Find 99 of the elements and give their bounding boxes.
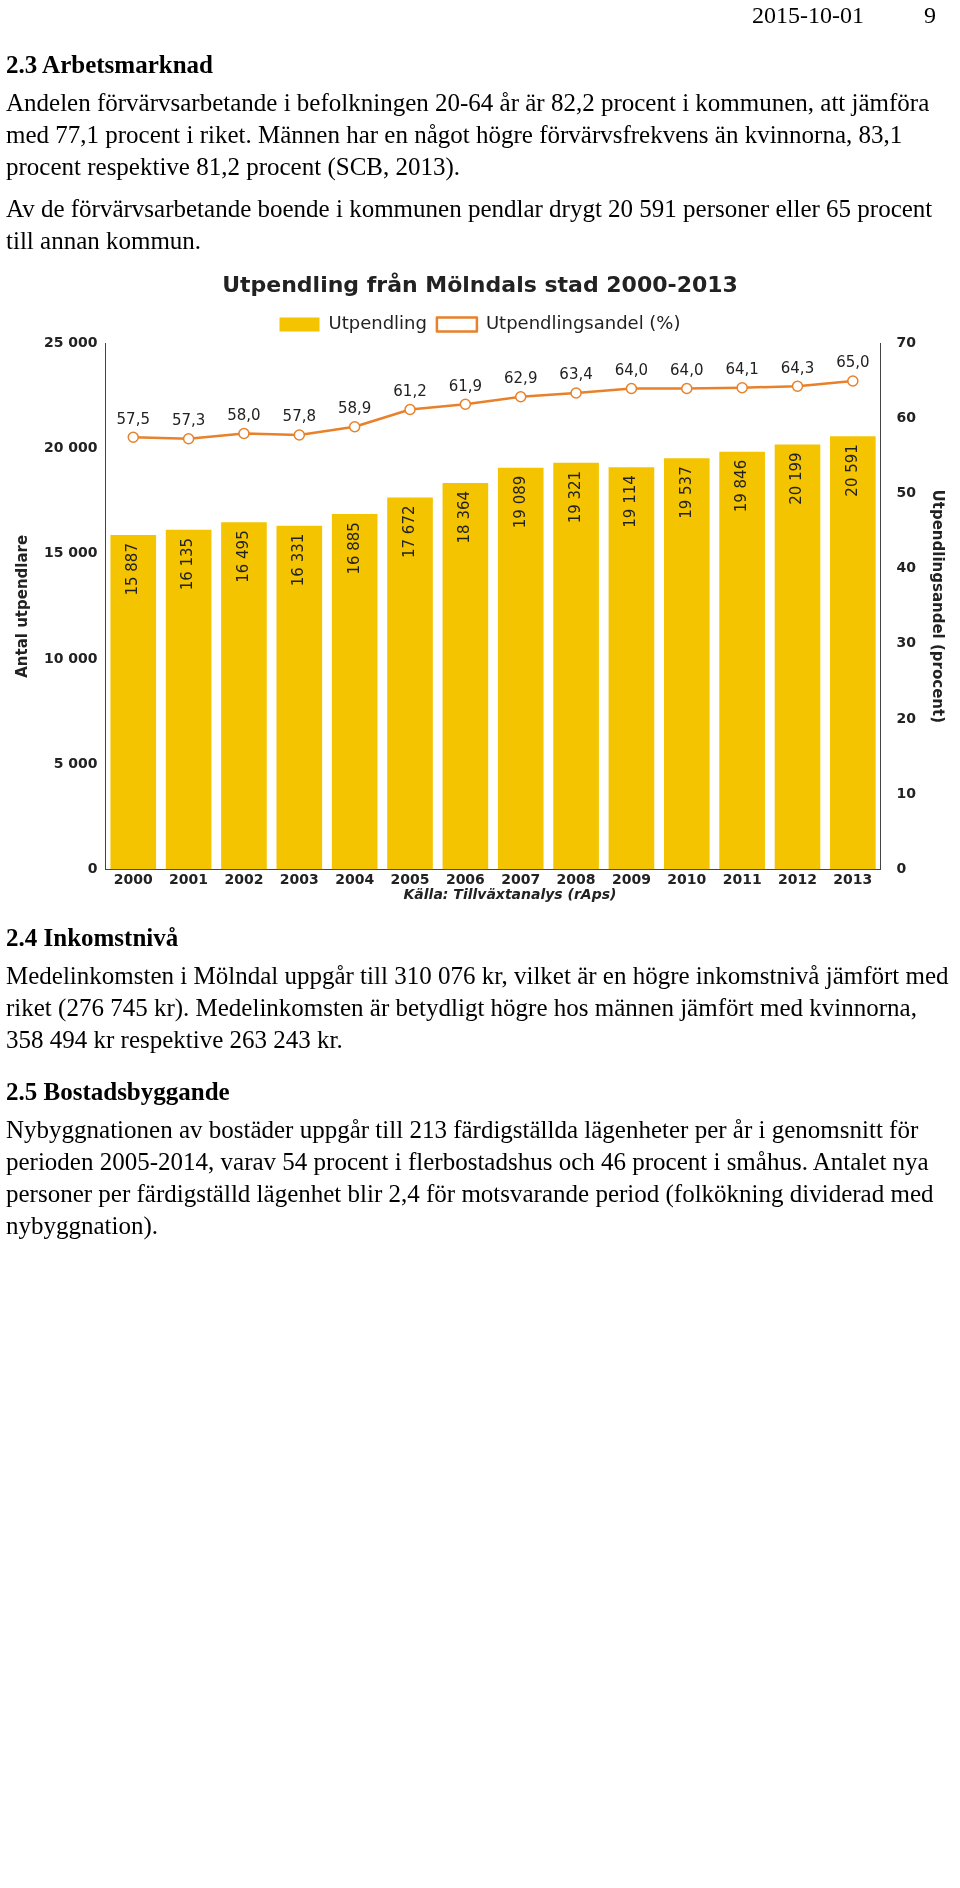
x-tick-label: 2000 [113,871,153,888]
text: 2015-10-01 [752,2,864,29]
point [127,431,140,444]
x-tick-label: 2002 [224,871,264,888]
text: Nybyggnationen av bostäder uppgår till 213 färdigställda lägenheter per år i genomsnitt för perioden 2005-2014, varav 54 procent i flerbostadshus och 46 procent i småhus. Antalet nya personer per färdigställd lägenhet blir 2,4 för motsvarande period (folkökning dividerad med nybyggnation). [6,1115,935,1242]
text: 2.3 Arbetsmarknad [6,51,214,79]
data-label: 16 495 [233,530,252,583]
data-label: 20 199 [787,452,806,505]
data-label: 57,8 [282,407,317,426]
y2-tick-label: 50 [896,484,917,501]
data-label: 19 089 [510,475,529,529]
text: Medelinkomsten i Mölndal uppgår till 310 076 kr, vilket är en högre inkomstnivå jämfört med riket (276 745 kr). Medelinkomsten är betydligt högre hos männen jämfört med kvinnorna, 358 494 kr respektive 263 243 kr. [6,961,950,1055]
bar [165,529,212,870]
text: Källa: Tillväxtanalys (rAps) [402,886,618,902]
y-tick-label: 20 000 [43,439,98,456]
point [459,398,472,410]
point [847,375,859,387]
y-tick-label: 15 000 [43,544,98,561]
y-tick-label: 25 000 [43,334,98,351]
x-tick-label: 2001 [169,871,209,888]
data-label: 62,9 [504,369,538,388]
y2-tick-label: 20 [896,709,917,726]
point [681,382,693,395]
legend-label: Utpendling [328,312,427,334]
data-label: 19 114 [621,475,640,528]
legend-label: Utpendlingsandel (%) [485,312,681,334]
data-label: 61,2 [393,381,427,400]
bar [276,525,323,870]
bar [331,514,378,870]
point [625,382,638,395]
point [404,403,416,416]
bar [497,467,544,870]
bar [221,522,267,870]
x-tick-label: 2004 [335,871,375,888]
bar [719,451,765,870]
text: 9 [924,2,936,29]
x-tick-label: 2003 [279,871,319,888]
point [348,421,361,433]
text: Av de förvärvsarbetande boende i kommunen pendlar drygt 20 591 personer eller 65 procent till annan kommun. [6,194,934,256]
data-label: 57,3 [171,411,206,430]
bar [553,462,599,870]
data-label: 16 885 [344,522,363,575]
chart-title: Utpendling från Mölndals stad 2000-2013 [222,271,738,297]
data-label: 18 364 [455,490,474,544]
y-tick-label: 0 [87,859,98,876]
data-label: 58,9 [337,399,372,418]
data-label: 16 135 [178,537,197,591]
y2-tick-label: 60 [896,409,917,426]
x-tick-label: 2007 [501,871,541,888]
point [736,381,748,394]
data-label: 17 672 [399,505,418,559]
text: 2.5 Bostadsbyggande [6,1078,231,1106]
y2-tick-label: 10 [896,784,917,801]
point [570,387,582,399]
bar [110,535,157,870]
data-label: 64,0 [670,360,704,379]
x-tick-label: 2011 [722,871,762,888]
point [514,390,527,403]
y-tick-label: 10 000 [43,649,98,666]
data-label: 19 321 [565,470,584,524]
bar [663,458,710,870]
y2-tick-label: 70 [896,334,917,351]
bar [830,436,876,870]
x-tick-label: 2013 [833,871,873,888]
data-label: 19 537 [676,466,695,519]
bar [774,444,821,870]
bar [442,482,489,870]
text: Andelen förvärvsarbetande i befolkningen 20-64 år är 82,2 procent i kommunen, att jämföra med 77,1 procent i riket. Männen har en något högre förvärvsfrekvens än kvinnorna, 83,1 procent respektive 81,2 procent (SCB, 2013). [6,88,931,183]
data-label: 64,1 [725,360,759,379]
x-tick-label: 2008 [556,871,596,888]
bar [387,497,433,870]
point [182,433,195,445]
data-label: 65,0 [836,353,870,372]
data-label: 19 846 [732,459,751,513]
data-label: 16 331 [289,533,308,587]
data-label: 64,3 [780,358,815,377]
y2-axis-title: Utpendlingsandel (procent) [929,489,948,724]
point [238,427,250,440]
y-axis-title: Antal utpendlare [12,534,31,678]
bar [608,467,655,870]
data-label: 20 591 [842,444,861,497]
x-tick-label: 2009 [611,871,651,888]
y2-tick-label: 40 [896,559,917,576]
data-label: 58,0 [227,405,261,424]
y2-tick-label: 0 [896,859,907,876]
data-label: 57,5 [116,409,150,428]
data-label: 15 887 [123,543,142,596]
x-tick-label: 2010 [667,871,707,888]
x-tick-label: 2006 [445,871,485,888]
data-label: 64,0 [614,360,649,379]
point [791,380,804,392]
text: 2.4 Inkomstnivå [6,924,180,952]
data-label: 63,4 [559,365,593,384]
y-tick-label: 5 000 [53,754,98,771]
data-label: 61,9 [448,376,483,395]
x-tick-label: 2012 [778,871,817,888]
x-tick-label: 2005 [390,871,430,888]
point [293,429,306,441]
y2-tick-label: 30 [896,634,917,651]
